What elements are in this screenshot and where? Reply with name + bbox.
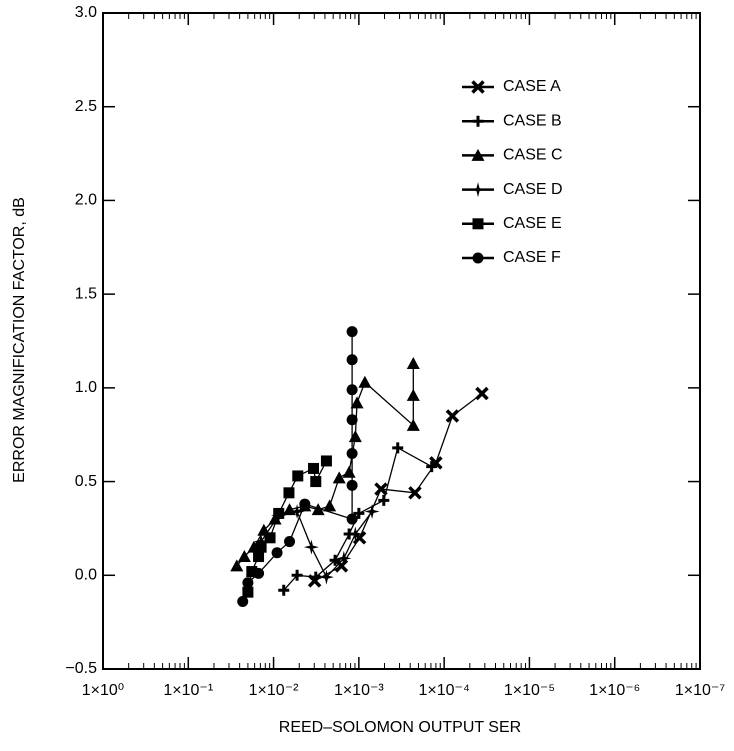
marker [426,461,438,473]
marker [292,470,304,482]
marker [311,503,325,516]
marker [364,504,380,520]
marker [320,455,332,467]
marker [242,586,254,598]
marker [255,541,267,553]
y-tick-label: 0.0 [75,567,97,584]
marker [392,442,404,454]
marker [323,499,337,512]
marker [329,554,341,566]
x-tick-label: 1×10⁰ [82,682,124,699]
marker [471,148,485,161]
marker [253,534,269,550]
legend-label: CASE F [503,249,561,266]
marker [346,384,358,396]
marker [445,409,460,423]
y-tick-label: −0.5 [65,660,97,677]
marker [271,547,283,559]
marker [308,462,320,474]
legend-label: CASE E [503,215,562,232]
marker [334,559,349,573]
marker [408,486,422,500]
marker [472,115,484,127]
marker [278,584,290,596]
marker [242,577,254,589]
marker [332,471,346,484]
marker [374,482,388,496]
marker [470,182,486,198]
y-tick-label: 0.5 [75,473,97,490]
marker [406,418,420,431]
x-tick-label: 1×10⁻⁴ [418,682,469,699]
series-line [283,446,432,591]
x-tick-label: 1×10⁻⁶ [589,682,640,699]
x-tick-label: 1×10⁻¹ [163,682,213,699]
marker [230,559,244,572]
marker [475,386,489,401]
marker [348,430,362,443]
marker [347,526,363,542]
marker [346,354,358,366]
marker [406,388,420,401]
marker [253,567,265,579]
marker [346,447,358,459]
legend-label: CASE D [503,181,563,198]
x-tick-label: 1×10⁻⁷ [675,682,725,699]
x-tick-label: 1×10⁻³ [334,682,384,699]
marker [346,513,358,525]
marker [291,569,303,581]
marker [299,498,311,510]
marker [283,487,295,499]
plot-frame [102,12,701,670]
marker [353,507,365,519]
marker [336,550,352,566]
marker [350,396,364,409]
legend-label: CASE B [503,112,562,129]
x-tick-label: 1×10⁻⁵ [504,682,555,699]
legend-label: CASE C [503,147,563,164]
y-tick-label: 2.5 [75,98,97,115]
marker [318,569,334,585]
marker [273,507,285,519]
marker [346,326,358,338]
y-tick-label: 1.0 [75,379,97,396]
marker [472,252,484,264]
marker [310,476,322,488]
marker [342,465,356,478]
y-tick-label: 2.0 [75,192,97,209]
marker [246,566,258,578]
marker [378,494,390,506]
marker [253,551,265,563]
marker [237,550,251,563]
y-tick-label: 1.5 [75,285,97,302]
y-tick-label: 3.0 [75,4,97,21]
marker [472,218,484,230]
marker [471,80,485,94]
legend-label: CASE A [503,78,561,95]
marker [237,596,249,608]
marker [264,532,276,544]
y-axis-label: ERROR MAGNIFICATION FACTOR, dB [11,197,28,483]
marker [303,539,319,555]
marker [346,479,358,491]
marker [289,504,305,520]
marker [406,356,420,369]
marker [346,414,358,426]
x-axis-label: REED–SOLOMON OUTPUT SER [279,719,521,736]
marker [358,375,372,388]
marker [284,536,296,548]
x-tick-label: 1×10⁻² [249,682,299,699]
